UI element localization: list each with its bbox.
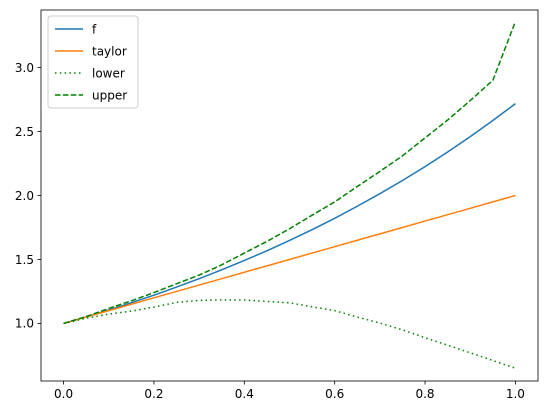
plot-area: [63, 21, 517, 369]
x-tick-label: 0.0: [54, 387, 73, 401]
x-tick-label: 0.2: [144, 387, 163, 401]
x-tick-label: 0.8: [415, 387, 434, 401]
y-tick-label: 3.0: [15, 61, 34, 75]
series-line-f: [63, 103, 516, 325]
legend-label-f: f: [92, 22, 97, 36]
y-tick-label: 2.5: [15, 125, 34, 139]
x-tick-label: 0.4: [235, 387, 254, 401]
legend-box: [47, 15, 139, 109]
legend-label-upper: upper: [92, 88, 127, 102]
x-axis: 0.0 0.2 0.4 0.6 0.8 1.0: [54, 381, 525, 401]
legend-label-lower: lower: [92, 66, 125, 80]
y-axis: 1.0 1.5 2.0 2.5 3.0: [15, 61, 41, 331]
x-tick-label: 1.0: [506, 387, 525, 401]
legend: f taylor lower upper: [47, 15, 139, 109]
legend-label-taylor: taylor: [92, 44, 127, 58]
series-line-taylor: [63, 194, 516, 325]
y-tick-label: 1.0: [15, 317, 34, 331]
series-line-lower: [63, 299, 516, 369]
y-tick-label: 1.5: [15, 253, 34, 267]
y-tick-label: 2.0: [15, 189, 34, 203]
series-line-upper: [63, 21, 517, 325]
x-tick-label: 0.6: [325, 387, 344, 401]
